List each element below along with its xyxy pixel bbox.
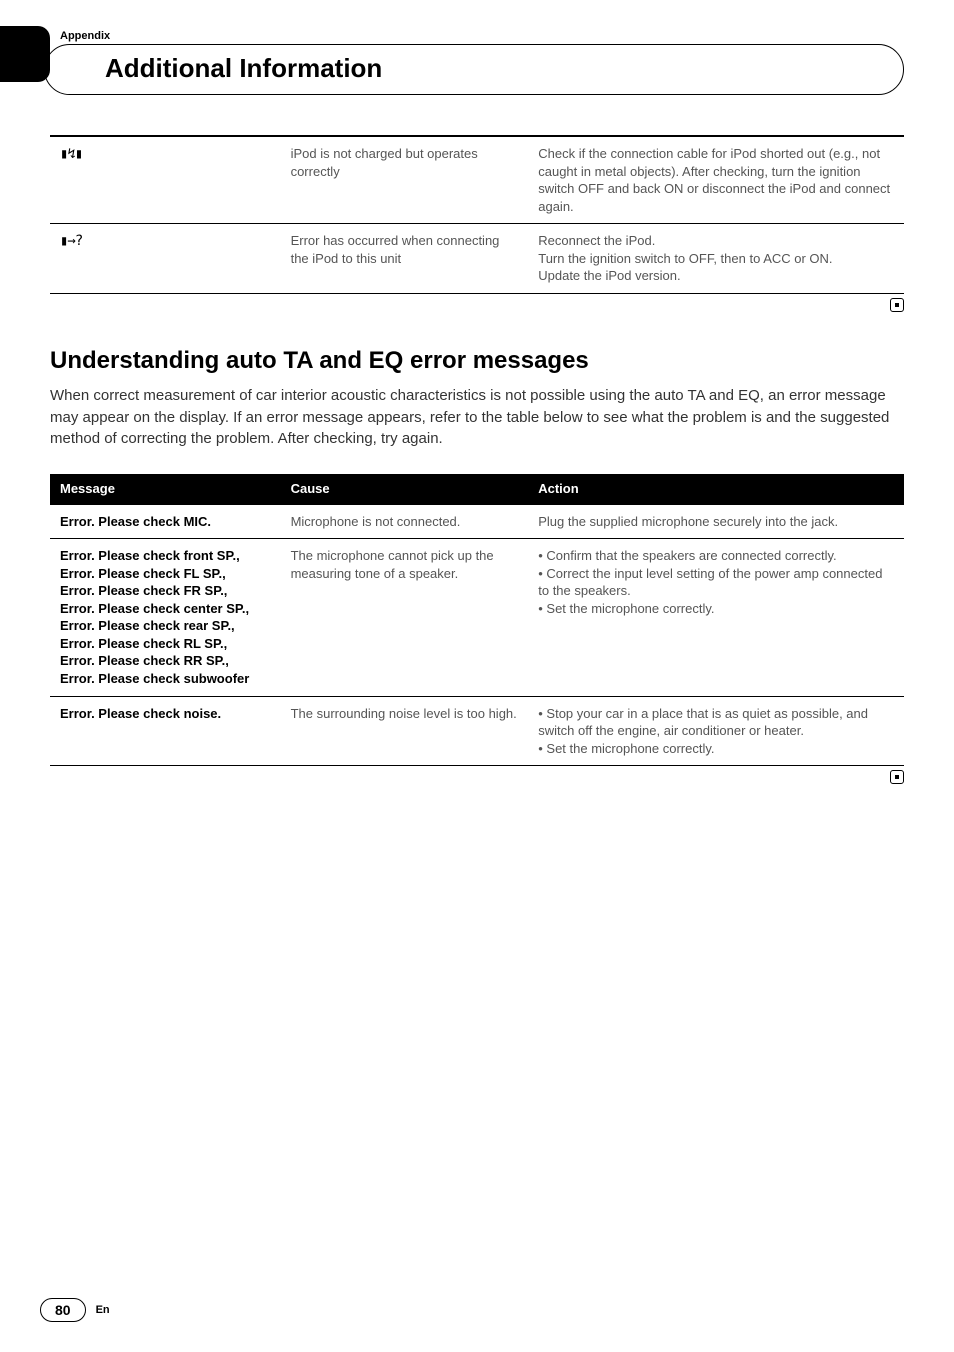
action-bullet: Stop your car in a place that is as quie… (538, 706, 868, 739)
section-end-marker (50, 770, 904, 789)
action-bullet: Confirm that the speakers are connected … (546, 548, 836, 563)
table-header-row: Message Cause Action (50, 474, 904, 504)
action-cell: • Confirm that the speakers are connecte… (528, 539, 904, 696)
action-cell: Check if the connection cable for iPod s… (528, 136, 904, 224)
section-intro: When correct measurement of car interior… (50, 385, 904, 450)
msg-line: Error. Please check rear SP., (60, 618, 235, 633)
action-bullet: Set the microphone correctly. (546, 741, 714, 756)
title-bar: Additional Information (50, 44, 904, 95)
icon-cell: ▮↯▮ (50, 136, 281, 224)
cause-cell: Error has occurred when connecting the i… (281, 224, 529, 294)
connect-error-icon: ▮→? (60, 233, 82, 249)
msg-line: Error. Please check subwoofer (60, 671, 249, 686)
action-cell: Plug the supplied microphone securely in… (528, 504, 904, 539)
title-oval: Additional Information (44, 44, 904, 95)
cause-cell: Microphone is not connected. (281, 504, 529, 539)
action-bullet: Set the microphone correctly. (546, 601, 714, 616)
battery-charge-error-icon: ▮↯▮ (60, 146, 82, 162)
square-stop-icon (890, 298, 904, 312)
section-end-marker (50, 298, 904, 317)
message-cell: Error. Please check MIC. (50, 504, 281, 539)
icon-cell: ▮→? (50, 224, 281, 294)
action-cell: • Stop your car in a place that is as qu… (528, 696, 904, 766)
cause-cell: iPod is not charged but operates correct… (281, 136, 529, 224)
col-action: Action (528, 474, 904, 504)
cause-cell: The microphone cannot pick up the measur… (281, 539, 529, 696)
message-cell: Error. Please check front SP., Error. Pl… (50, 539, 281, 696)
page-title: Additional Information (105, 53, 879, 84)
msg-line: Error. Please check front SP., (60, 548, 240, 563)
autota-error-table: Message Cause Action Error. Please check… (50, 474, 904, 766)
table-row: Error. Please check noise. The surroundi… (50, 696, 904, 766)
title-tab-black (0, 26, 50, 82)
page-number: 80 (40, 1298, 86, 1322)
page-lang: En (96, 1304, 110, 1316)
msg-line: Error. Please check RL SP., (60, 636, 227, 651)
msg-line: Error. Please check FR SP., (60, 583, 227, 598)
square-stop-icon (890, 770, 904, 784)
col-cause: Cause (281, 474, 529, 504)
action-bullet: Correct the input level setting of the p… (538, 566, 882, 599)
col-message: Message (50, 474, 281, 504)
msg-line: Error. Please check center SP., (60, 601, 249, 616)
ipod-error-table: ▮↯▮ iPod is not charged but operates cor… (50, 135, 904, 294)
page-footer: 80 En (40, 1298, 110, 1322)
appendix-label: Appendix (60, 30, 904, 42)
table-row: Error. Please check front SP., Error. Pl… (50, 539, 904, 696)
table-row: Error. Please check MIC. Microphone is n… (50, 504, 904, 539)
action-cell: Reconnect the iPod. Turn the ignition sw… (528, 224, 904, 294)
section-heading: Understanding auto TA and EQ error messa… (50, 347, 904, 375)
msg-line: Error. Please check FL SP., (60, 566, 226, 581)
table-row: ▮↯▮ iPod is not charged but operates cor… (50, 136, 904, 224)
table-row: ▮→? Error has occurred when connecting t… (50, 224, 904, 294)
message-cell: Error. Please check noise. (50, 696, 281, 766)
cause-cell: The surrounding noise level is too high. (281, 696, 529, 766)
msg-line: Error. Please check RR SP., (60, 653, 229, 668)
